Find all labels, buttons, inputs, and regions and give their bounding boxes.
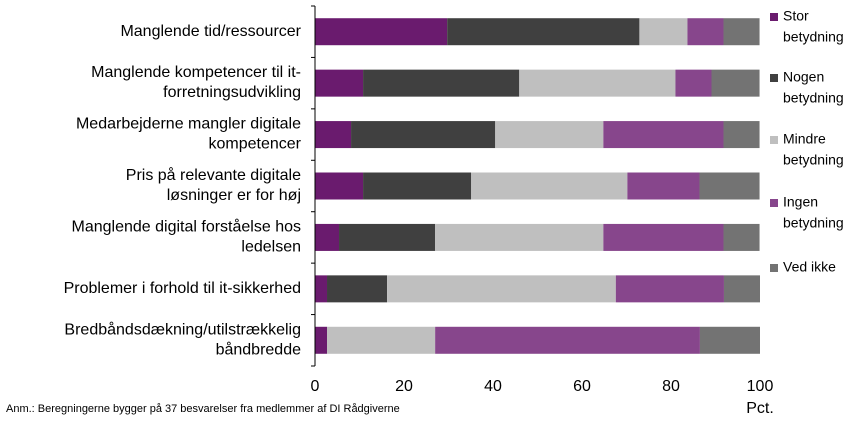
legend-swatch [770, 13, 778, 21]
bar-segment [675, 69, 712, 97]
bar-segment [699, 326, 760, 354]
bar-segment [639, 18, 688, 46]
bar-segment [315, 69, 364, 97]
note: Anm.: Beregningerne bygger på 37 besvare… [6, 403, 400, 415]
bar-segment [315, 223, 340, 251]
legend-label: Nogen betydning [783, 68, 844, 105]
legend-swatch [770, 136, 778, 144]
bar-segment [723, 275, 760, 303]
bar-segment [339, 223, 436, 251]
bar-segment [627, 172, 700, 200]
bar-segment [711, 69, 760, 97]
bar-segment [435, 326, 700, 354]
bar-segment [315, 326, 328, 354]
bar-segment [315, 18, 448, 46]
legend-label: Mindre betydning [783, 130, 844, 167]
x-tick-label: 0 [311, 378, 320, 395]
bar-segment [699, 172, 760, 200]
bar-segment [363, 69, 520, 97]
bar-segment [315, 121, 352, 149]
bar-segment [327, 275, 388, 303]
y-tick-label: Manglende kompetencer til it-forretnings… [91, 64, 301, 101]
y-tick-label: Pris på relevante digitale løsninger er f… [126, 166, 301, 204]
y-tick-label: Medarbejderne mangler digitale kompetence… [76, 116, 302, 153]
y-tick-label: Bredbåndsdækning/utilstrækkelig båndbredd… [64, 321, 301, 359]
legend-swatch [770, 264, 778, 272]
x-axis-label: Pct. [746, 400, 774, 417]
bar-segment [387, 275, 616, 303]
bar-segment [723, 18, 760, 46]
legend-label: Ingen betydning [783, 193, 844, 230]
y-tick-label: Manglende tid/ressourcer [120, 23, 301, 40]
bar-segment [351, 121, 496, 149]
bar-segment [687, 18, 724, 46]
bar-segment [519, 69, 676, 97]
bar-segment [327, 326, 436, 354]
bar-segment [603, 223, 724, 251]
bar-segment [603, 121, 724, 149]
x-tick-label: 80 [662, 378, 680, 395]
bar-segment [447, 18, 640, 46]
bar-segment [435, 223, 604, 251]
y-tick-label: Manglende digital forståelse hos ledelsen [72, 218, 301, 256]
legend-label: Stor betydning [783, 7, 844, 44]
bar-segment [315, 275, 328, 303]
x-tick-label: 20 [395, 378, 413, 395]
bar-segment [315, 172, 364, 200]
legend-swatch [770, 74, 778, 82]
y-tick-label: Problemer i forhold til it-sikkerhed [64, 280, 301, 297]
bar-segment [723, 223, 760, 251]
bar-segment [471, 172, 628, 200]
bar-segment [723, 121, 760, 149]
legend-swatch [770, 199, 778, 207]
bar-segment [495, 121, 604, 149]
legend-label: Ved ikke [783, 259, 836, 275]
x-tick-label: 60 [573, 378, 591, 395]
bar-segment [615, 275, 724, 303]
bar-segment [363, 172, 472, 200]
x-tick-label: 40 [484, 378, 502, 395]
x-tick-label: 100 [747, 378, 774, 395]
